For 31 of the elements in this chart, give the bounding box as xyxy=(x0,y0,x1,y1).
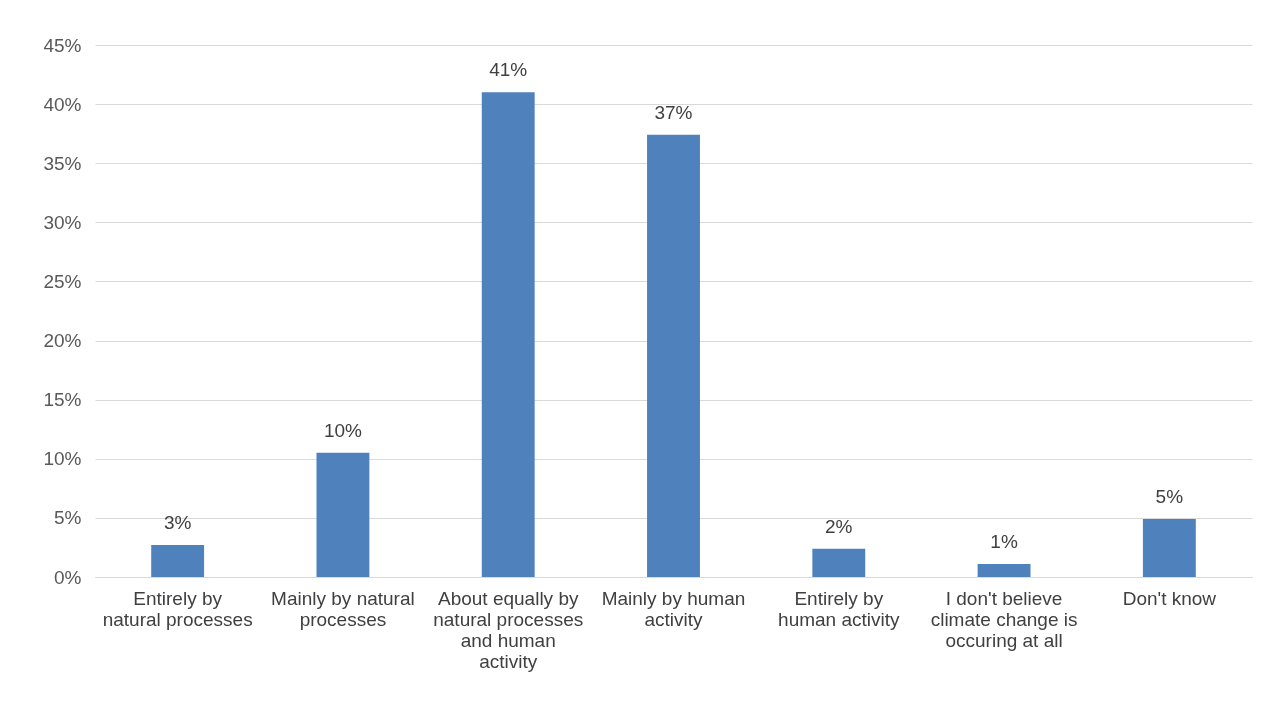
bar xyxy=(812,548,866,577)
bar xyxy=(316,452,370,577)
data-label: 5% xyxy=(1155,486,1184,508)
data-label: 37% xyxy=(654,101,693,123)
x-tick-label: Don't know xyxy=(1122,587,1217,609)
y-tick-label: 5% xyxy=(54,507,82,529)
data-label: 10% xyxy=(323,419,363,441)
bar xyxy=(977,564,1031,577)
y-tick-label: 25% xyxy=(43,270,82,292)
x-tick-label: About equally by natural processes and human activity xyxy=(433,587,584,672)
x-tick-label: I don't believe climate change is occuring at all xyxy=(930,587,1078,651)
data-label: 2% xyxy=(825,515,853,537)
y-tick-label: 40% xyxy=(43,93,82,115)
y-tick-label: 10% xyxy=(43,448,82,470)
x-tick-label: Mainly by natural processes xyxy=(271,587,415,630)
y-tick-label: 45% xyxy=(43,34,82,56)
data-label: 41% xyxy=(489,59,528,81)
x-tick-label: Entirely by human activity xyxy=(778,587,900,630)
x-tick-label: Mainly by human activity xyxy=(601,587,746,630)
x-tick-label: Entirely by natural processes xyxy=(102,587,253,630)
y-tick-label: 30% xyxy=(43,211,82,233)
y-tick-label: 0% xyxy=(54,566,82,588)
bar xyxy=(151,545,205,577)
data-label: 3% xyxy=(163,512,192,534)
bar xyxy=(481,92,535,577)
y-tick-label: 35% xyxy=(43,152,82,174)
data-label: 1% xyxy=(990,531,1018,552)
bar xyxy=(1142,519,1196,577)
y-tick-label: 20% xyxy=(43,330,82,352)
y-tick-label: 15% xyxy=(43,389,82,411)
bar xyxy=(647,134,700,577)
